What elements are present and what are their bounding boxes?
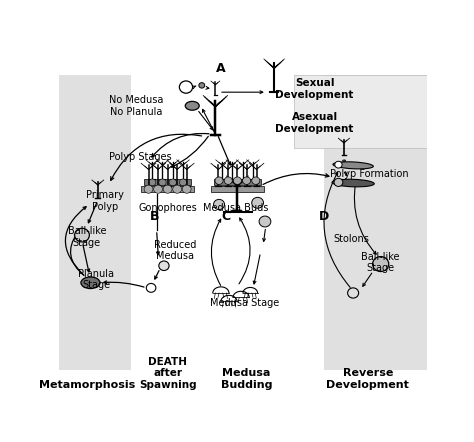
Circle shape	[154, 185, 163, 193]
Bar	[294, 75, 427, 149]
Circle shape	[173, 185, 182, 193]
Text: Ball-like
Stage: Ball-like Stage	[362, 251, 400, 273]
Text: Reduced
Medusa: Reduced Medusa	[154, 240, 196, 261]
Circle shape	[259, 216, 271, 227]
Circle shape	[163, 185, 172, 193]
Circle shape	[144, 185, 153, 193]
Ellipse shape	[81, 277, 100, 289]
Text: A: A	[216, 62, 226, 75]
Bar	[141, 186, 194, 192]
Circle shape	[334, 178, 343, 187]
Text: Polyp Stages: Polyp Stages	[109, 152, 172, 162]
Circle shape	[252, 177, 260, 184]
Circle shape	[159, 261, 169, 271]
Text: Metamorphosis: Metamorphosis	[39, 380, 135, 390]
Text: B: B	[150, 210, 160, 223]
Circle shape	[347, 288, 359, 298]
Circle shape	[335, 161, 342, 168]
Text: No Medusa
No Planula: No Medusa No Planula	[109, 95, 164, 117]
Circle shape	[252, 197, 264, 208]
Bar	[213, 179, 261, 185]
Text: Asexual
Development: Asexual Development	[275, 112, 354, 133]
Text: Polyp Formation: Polyp Formation	[330, 169, 409, 179]
Circle shape	[213, 199, 225, 210]
Text: C: C	[222, 210, 231, 223]
Circle shape	[233, 177, 241, 184]
Circle shape	[224, 177, 232, 184]
Bar	[324, 75, 427, 370]
Bar	[144, 179, 191, 185]
Ellipse shape	[332, 179, 374, 187]
Text: Medusa Stage: Medusa Stage	[210, 298, 279, 308]
Circle shape	[215, 177, 223, 184]
Circle shape	[146, 283, 156, 292]
Circle shape	[182, 185, 191, 193]
Text: Ball-like
Stage: Ball-like Stage	[68, 226, 106, 248]
Text: Sexual
Development: Sexual Development	[275, 78, 354, 99]
Text: DEATH
after
Spawning: DEATH after Spawning	[139, 357, 196, 390]
Circle shape	[373, 256, 389, 271]
Text: D: D	[319, 210, 329, 223]
Circle shape	[243, 177, 251, 184]
Text: Stolons: Stolons	[333, 233, 369, 244]
Circle shape	[159, 179, 166, 186]
Circle shape	[169, 179, 176, 186]
Text: Medusa Buds: Medusa Buds	[203, 203, 268, 213]
Ellipse shape	[185, 101, 199, 110]
Circle shape	[179, 81, 192, 93]
Text: Medusa
Budding: Medusa Budding	[221, 368, 273, 390]
Ellipse shape	[333, 162, 374, 169]
Circle shape	[179, 179, 187, 186]
Text: Primary
Polyp: Primary Polyp	[86, 191, 124, 212]
Bar	[211, 186, 264, 192]
Text: Reverse
Development: Reverse Development	[327, 368, 409, 390]
Circle shape	[148, 179, 156, 186]
Bar	[59, 75, 131, 370]
Text: Gonophores: Gonophores	[138, 203, 197, 213]
Circle shape	[199, 83, 205, 88]
Text: Planula
Stage: Planula Stage	[78, 269, 114, 290]
Circle shape	[75, 229, 90, 242]
